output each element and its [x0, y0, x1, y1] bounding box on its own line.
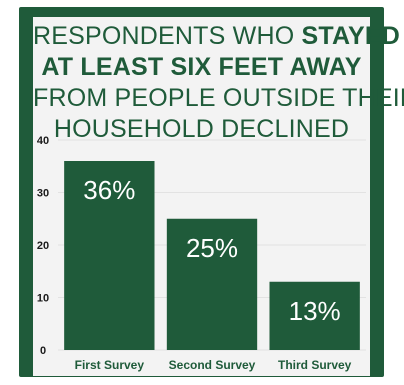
category-label: First Survey	[75, 358, 145, 372]
category-label: Second Survey	[169, 358, 256, 372]
bar-value-label: 25%	[186, 233, 238, 263]
bar	[269, 281, 360, 350]
bars	[64, 161, 360, 350]
title-line-2-bold: AT LEAST SIX FEET AWAY	[41, 53, 362, 81]
title-line-1: RESPONDENTS WHO STAYED	[33, 21, 400, 52]
title-line-4: HOUSEHOLD DECLINED	[53, 115, 350, 143]
category-labels: First Survey Second Survey Third Survey	[75, 358, 352, 372]
data-labels: 36% 25% 13%	[83, 175, 340, 326]
bar	[166, 218, 258, 350]
y-tick-label: 30	[37, 188, 49, 200]
chart-title: RESPONDENTS WHO STAYED AT LEAST SIX FEET…	[33, 21, 404, 145]
y-axis-ticks: 0 10 20 30 40	[37, 135, 49, 357]
title-line-3: FROM PEOPLE OUTSIDE THEIR	[33, 84, 404, 112]
bar-value-label: 13%	[289, 296, 341, 326]
title-line-1-prefix: RESPONDENTS WHO	[33, 22, 295, 50]
y-tick-label: 0	[40, 345, 46, 357]
bar-value-label: 36%	[83, 175, 135, 205]
y-tick-label: 10	[37, 293, 49, 305]
title-line-2: AT LEAST SIX FEET AWAY	[33, 52, 370, 83]
bar	[64, 161, 155, 350]
category-label: Third Survey	[278, 358, 352, 372]
title-line-1-bold: STAYED	[301, 22, 400, 50]
y-tick-label: 40	[37, 135, 49, 147]
y-tick-label: 20	[37, 240, 49, 252]
